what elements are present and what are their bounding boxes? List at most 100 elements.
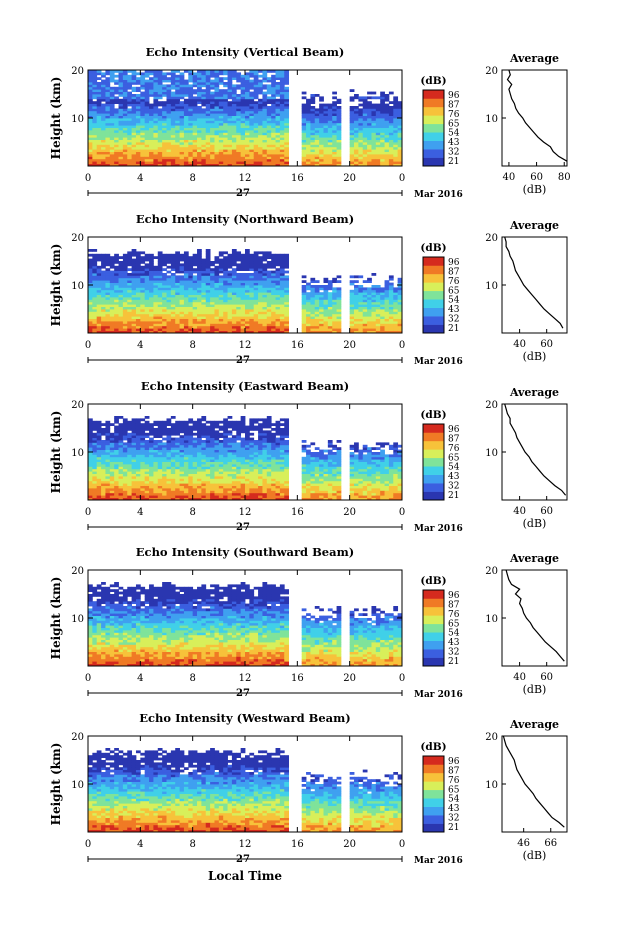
heatmap-cell xyxy=(284,137,290,140)
heatmap-cell xyxy=(245,79,250,83)
heatmap-cell xyxy=(371,158,377,162)
heatmap-cell xyxy=(122,282,128,286)
heatmap-cell xyxy=(162,304,167,307)
heatmap-cell xyxy=(284,301,290,305)
heatmap-cell xyxy=(149,113,154,116)
heatmap-cell xyxy=(227,321,233,324)
heatmap-cell xyxy=(201,101,207,104)
heatmap-cell xyxy=(275,313,281,317)
heatmap-cell xyxy=(92,321,98,324)
heatmap-cell xyxy=(223,275,228,279)
heatmap-cell xyxy=(210,115,215,119)
heatmap-cell xyxy=(323,309,329,312)
heatmap-cell xyxy=(170,84,176,88)
heatmap-cell xyxy=(380,149,385,152)
heatmap-cell xyxy=(210,294,215,298)
heatmap-cell xyxy=(140,156,146,160)
heatmap-cell xyxy=(179,316,185,319)
heatmap-cell xyxy=(122,280,128,283)
heatmap-cell xyxy=(96,91,102,95)
heatmap-cell xyxy=(114,311,119,315)
heatmap-cell xyxy=(380,137,385,140)
heatmap-cell xyxy=(162,154,167,157)
heatmap-cell xyxy=(349,89,355,92)
heatmap-cell xyxy=(301,146,307,150)
heatmap-cell xyxy=(384,122,390,126)
heatmap-cell xyxy=(101,79,106,83)
heatmap-cell xyxy=(354,120,359,124)
heatmap-cell xyxy=(101,253,106,257)
heatmap-cell xyxy=(122,146,128,150)
heatmap-cell xyxy=(371,125,377,128)
heatmap-cell xyxy=(301,297,307,300)
heatmap-cell xyxy=(149,263,154,267)
heatmap-cell xyxy=(153,134,159,138)
heatmap-cell xyxy=(101,311,106,315)
heatmap-cell xyxy=(92,454,98,458)
heatmap-cell xyxy=(275,122,281,126)
heatmap-cell xyxy=(249,134,255,138)
heatmap-cell xyxy=(240,89,246,92)
heatmap-cell xyxy=(183,103,189,107)
heatmap-cell xyxy=(175,280,180,283)
heatmap-cell xyxy=(323,137,329,140)
heatmap-cell xyxy=(131,263,137,267)
heatmap-cell xyxy=(253,139,259,143)
heatmap-cell xyxy=(201,294,207,298)
heatmap-cell xyxy=(301,325,307,329)
heatmap-cell xyxy=(144,142,150,145)
heatmap-cell xyxy=(140,447,146,450)
heatmap-cell xyxy=(166,468,172,472)
heatmap-cell xyxy=(127,497,133,501)
heatmap-cell xyxy=(245,318,250,322)
heatmap-cell xyxy=(201,261,207,264)
heatmap-cell xyxy=(101,289,106,293)
heatmap-cell xyxy=(162,79,167,83)
heatmap-cell xyxy=(131,103,137,107)
heatmap-cell xyxy=(236,285,242,288)
heatmap-cell xyxy=(323,313,329,317)
heatmap-cell xyxy=(118,163,124,167)
heatmap-cell xyxy=(201,270,207,274)
heatmap-cell xyxy=(231,275,237,279)
heatmap-cell xyxy=(88,428,93,431)
heatmap-cell xyxy=(92,473,98,477)
heatmap-cell xyxy=(306,330,311,334)
heatmap-cell xyxy=(236,309,242,312)
heatmap-cell xyxy=(384,134,390,138)
heatmap-cell xyxy=(336,309,342,312)
heatmap-cell xyxy=(301,309,307,312)
heatmap-cell xyxy=(323,139,329,143)
heatmap-cell xyxy=(271,318,276,322)
heatmap-cell xyxy=(393,101,399,104)
heatmap-cell xyxy=(275,299,281,303)
heatmap-cell xyxy=(332,134,337,138)
heatmap-cell xyxy=(131,273,137,276)
heatmap-cell xyxy=(214,306,220,310)
heatmap-cell xyxy=(157,497,163,501)
colorbar-segment xyxy=(423,324,444,334)
heatmap-cell xyxy=(214,154,220,157)
heatmap-cell xyxy=(210,122,215,126)
heatmap-cell xyxy=(227,311,233,315)
heatmap-cell xyxy=(96,273,102,276)
heatmap-cell xyxy=(127,299,133,303)
heatmap-cell xyxy=(205,74,211,78)
heatmap-cell xyxy=(306,292,311,295)
y-tick-label: 20 xyxy=(71,66,84,77)
heatmap-cell xyxy=(323,154,329,157)
heatmap-cell xyxy=(279,258,285,262)
heatmap-cell xyxy=(253,328,259,331)
heatmap-cell xyxy=(153,94,159,97)
heatmap-cell xyxy=(201,146,207,150)
heatmap-cell xyxy=(218,158,224,162)
heatmap-cell xyxy=(358,108,364,112)
heatmap-cell xyxy=(101,98,106,102)
heatmap-cell xyxy=(231,110,237,114)
heatmap-cell xyxy=(236,265,242,269)
heatmap-cell xyxy=(223,270,228,274)
heatmap-cell xyxy=(101,440,106,443)
heatmap-cell xyxy=(166,270,172,274)
heatmap-cell xyxy=(236,72,242,76)
heatmap-cell xyxy=(192,154,198,157)
